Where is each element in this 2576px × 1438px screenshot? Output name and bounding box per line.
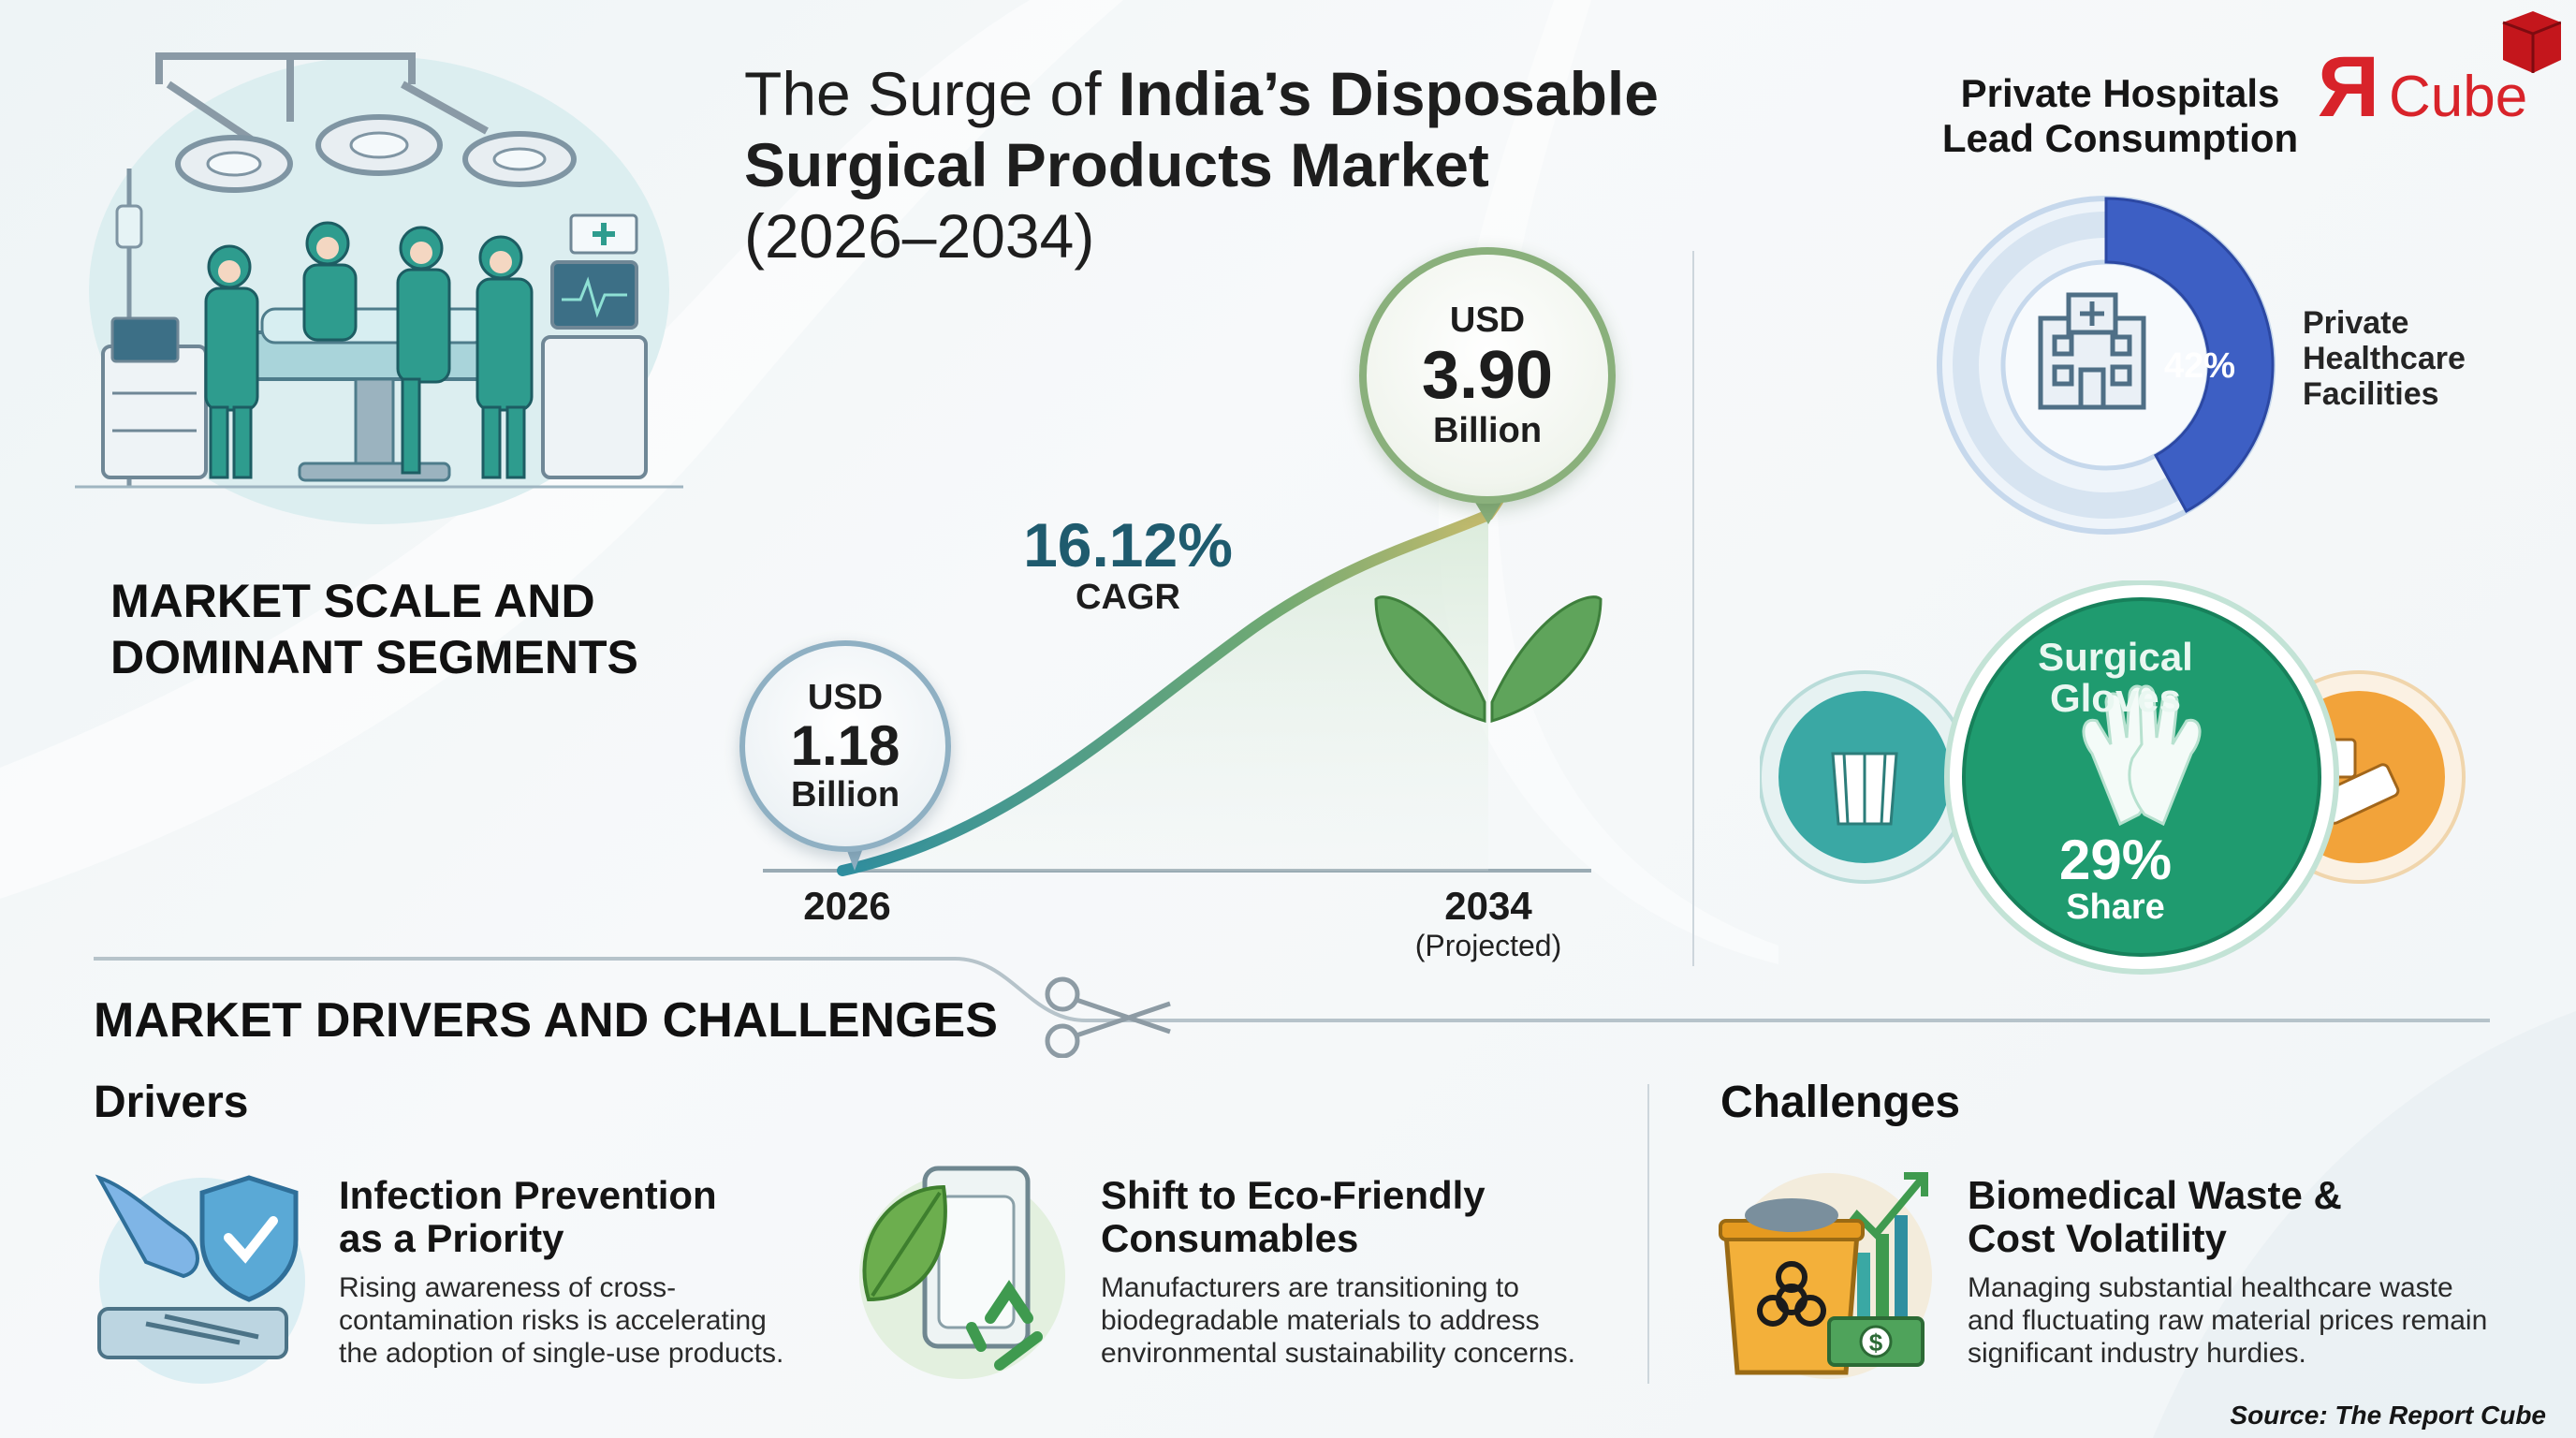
svg-text:Я: Я: [2318, 39, 2379, 131]
card3-body-line3: significant industry hurdies.: [1968, 1338, 2306, 1369]
card2-body-line1: Manufacturers are transitioning to: [1101, 1272, 1519, 1303]
driver-card-1: Infection Prevention as a Priority Risin…: [339, 1174, 826, 1370]
gloves-icon: [2082, 684, 2202, 827]
infection-prevention-icon: [95, 1174, 305, 1384]
projected-note: (Projected): [1414, 929, 1562, 962]
challenge-card-1: Biomedical Waste & Cost Volatility Manag…: [1968, 1174, 2529, 1370]
svg-text:Cube: Cube: [2389, 65, 2527, 129]
driver-card-2: Shift to Eco-Friendly Consumables Manufa…: [1101, 1174, 1625, 1370]
market-scale-line2: DOMINANT SEGMENTS: [110, 631, 638, 683]
card1-title-line1: Infection Prevention: [339, 1173, 717, 1217]
page-title: The Surge of India’s Disposable Surgical…: [744, 58, 1774, 271]
end-value-bubble: USD 3.90 Billion: [1359, 247, 1616, 504]
drivers-challenges-heading: MARKET DRIVERS AND CHALLENGES: [94, 993, 998, 1048]
bottom-divider: [1647, 1084, 1649, 1384]
eco-friendly-icon: [859, 1166, 1065, 1379]
end-currency: USD: [1449, 301, 1526, 340]
gloves-share-label: Share: [2066, 888, 2165, 927]
segment-line3: Facilities: [2303, 376, 2439, 412]
card1-title-line2: as a Priority: [339, 1216, 564, 1260]
recycle-icon: [966, 1280, 1043, 1371]
cagr-value: 16.12%: [1023, 510, 1233, 580]
card2-body-line2: biodegradable materials to address: [1101, 1305, 1540, 1336]
gloves-label: Surgical Gloves: [1956, 637, 2275, 719]
start-value-bubble: USD 1.18 Billion: [739, 640, 951, 852]
card2-title-line1: Shift to Eco-Friendly: [1101, 1173, 1486, 1217]
market-scale-line1: MARKET SCALE AND: [110, 575, 595, 627]
private-segment-label: Private Healthcare Facilities: [2303, 305, 2527, 412]
biomedical-waste-icon: $: [1719, 1172, 1932, 1379]
gloves-label-line1: Surgical: [2038, 635, 2193, 679]
section-divider: [94, 957, 2490, 1058]
svg-text:$: $: [1869, 1328, 1883, 1357]
card3-body-line1: Managing substantial healthcare waste: [1968, 1272, 2453, 1303]
segment-line2: Healthcare: [2303, 341, 2466, 376]
drivers-heading: Drivers: [94, 1078, 249, 1127]
card1-body-line2: contamination risks is accelerating: [339, 1305, 767, 1336]
segment-line1: Private: [2303, 305, 2409, 341]
operating-room-illustration: [75, 52, 683, 524]
market-scale-label: MARKET SCALE AND DOMINANT SEGMENTS: [110, 573, 691, 685]
challenges-heading: Challenges: [1720, 1078, 1961, 1127]
source-note: Source: The Report Cube: [2230, 1401, 2546, 1430]
hospital-icon: [2038, 292, 2146, 410]
card3-title-line2: Cost Volatility: [1968, 1216, 2227, 1260]
scissors-icon: [1045, 976, 1171, 1058]
start-year: 2026: [803, 884, 891, 928]
start-currency: USD: [807, 678, 884, 717]
card2-body-line3: environmental sustainability concerns.: [1101, 1338, 1575, 1369]
card3-title-line1: Biomedical Waste &: [1968, 1173, 2342, 1217]
gloves-label-line2: Gloves: [2049, 676, 2182, 720]
title-bold-2: Surgical Products Market: [744, 130, 1489, 199]
gauze-icon: [1831, 752, 1898, 826]
private-share-donut: 42%: [1937, 196, 2276, 535]
gloves-share-value: 29%: [2058, 829, 2173, 891]
growth-curve-graphic: [763, 378, 1603, 876]
donut-share-arc: [2104, 197, 2275, 514]
private-hospitals-title: Private Hospitals Lead Consumption: [1910, 71, 2331, 161]
end-value: 3.90: [1421, 338, 1554, 413]
card3-body-line2: and fluctuating raw material prices rema…: [1968, 1305, 2488, 1336]
title-prefix: The Surge of: [744, 59, 1119, 128]
end-unit: Billion: [1432, 411, 1543, 450]
card1-body-line1: Rising awareness of cross-: [339, 1272, 677, 1303]
card2-title-line2: Consumables: [1101, 1216, 1359, 1260]
cagr-label: CAGR: [1076, 578, 1180, 617]
biohazard-icon: [1757, 1261, 1826, 1327]
start-value: 1.18: [790, 714, 900, 777]
title-years: (2026–2034): [744, 201, 1095, 271]
vertical-divider: [1692, 251, 1694, 966]
php-title-line1: Private Hospitals: [1960, 71, 2280, 115]
start-unit: Billion: [790, 775, 900, 814]
surgical-gloves-graphic: [1760, 580, 2466, 975]
report-cube-logo: Я Cube: [2318, 11, 2561, 131]
end-year: 2034: [1444, 884, 1532, 928]
title-bold-1: India’s Disposable: [1118, 59, 1659, 128]
card1-body-line3: the adoption of single-use products.: [339, 1338, 784, 1369]
php-title-line2: Lead Consumption: [1941, 116, 2299, 160]
donut-share-label: 42%: [2164, 346, 2235, 386]
